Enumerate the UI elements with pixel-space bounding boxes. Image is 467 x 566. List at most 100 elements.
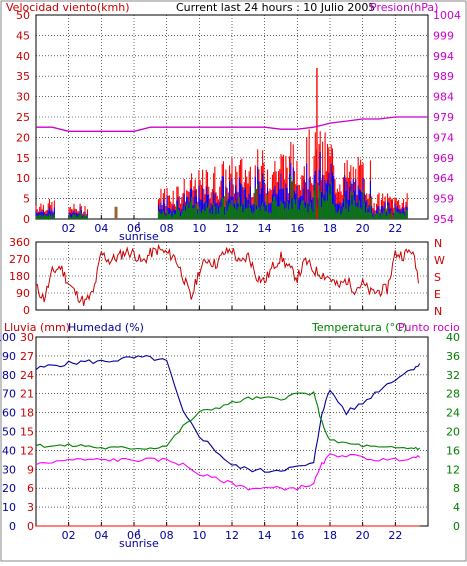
rain-tick-label: 18 — [20, 407, 34, 420]
temperature-tick-label: 40 — [446, 331, 460, 344]
temperature-tick-label: 0 — [453, 520, 460, 533]
wind-speed-tick-label: 40 — [16, 50, 30, 63]
x-tick-label: 18 — [323, 529, 337, 542]
x-tick-label: 12 — [225, 222, 239, 235]
humidity-tick-label: 10 — [2, 501, 16, 514]
wind-direction-tick-label: 180 — [9, 270, 30, 283]
pressure-tick-label: 974 — [433, 131, 454, 144]
temperature-axis-title: Temperatura (°C) — [311, 321, 407, 334]
rain-tick-label: 9 — [27, 463, 34, 476]
x-tick-label: 20 — [356, 529, 370, 542]
rain-tick-label: 15 — [20, 426, 34, 439]
compass-letter: W — [434, 254, 445, 267]
rain-tick-label: 27 — [20, 350, 34, 363]
x-tick-label: 14 — [258, 529, 272, 542]
rain-tick-label: 12 — [20, 444, 34, 457]
x-tick-label: 10 — [192, 222, 206, 235]
pressure-tick-label: 994 — [433, 50, 454, 63]
x-tick-label: 06 — [127, 529, 141, 542]
wind-direction-tick-label: 270 — [9, 253, 30, 266]
humidity-tick-label: 70 — [2, 388, 16, 401]
humidity-tick-label: 30 — [2, 463, 16, 476]
sunrise-label: sunrise — [119, 230, 159, 243]
pressure-tick-label: 984 — [433, 91, 454, 104]
temperature-tick-label: 4 — [453, 501, 460, 514]
temperature-line — [35, 390, 421, 451]
humidity-tick-label: 90 — [2, 350, 16, 363]
pressure-tick-label: 964 — [433, 172, 454, 185]
x-tick-label: 02 — [62, 529, 76, 542]
rain-tick-label: 30 — [20, 331, 34, 344]
wind-speed-tick-label: 50 — [16, 9, 30, 22]
x-tick-label: 16 — [290, 222, 304, 235]
wind-direction-line — [35, 243, 419, 307]
wind-speed-tick-label: 0 — [23, 213, 30, 226]
wind-direction-tick-label: 360 — [9, 236, 30, 249]
rain-axis-title: Lluvia (mm) — [4, 321, 70, 334]
wind-direction-tick-label: 90 — [16, 287, 30, 300]
wind-speed-axis-title: Velocidad viento(kmh) — [6, 1, 130, 14]
wind-direction-tick-label: 0 — [23, 304, 30, 317]
pressure-tick-label: 959 — [433, 193, 454, 206]
pressure-tick-label: 969 — [433, 152, 454, 165]
x-tick-label: 22 — [388, 222, 402, 235]
pressure-tick-label: 1004 — [433, 9, 461, 22]
wind-speed-tick-label: 5 — [23, 193, 30, 206]
wind-speed-tick-label: 30 — [16, 91, 30, 104]
humidity-tick-label: 0 — [9, 520, 16, 533]
x-tick-label: 12 — [225, 529, 239, 542]
rain-tick-label: 0 — [27, 520, 34, 533]
x-tick-label: 04 — [94, 529, 108, 542]
humidity-tick-label: 40 — [2, 444, 16, 457]
compass-letter: E — [434, 288, 441, 301]
compass-letter: N — [434, 237, 442, 250]
humidity-tick-label: 80 — [2, 369, 16, 382]
humidity-tick-label: 50 — [2, 426, 16, 439]
x-tick-label: 22 — [388, 529, 402, 542]
rain-tick-label: 3 — [27, 501, 34, 514]
pressure-axis-title: Presion(hPa) — [370, 1, 438, 14]
chart-marks-layer: 0510152025303540455095495996496997497998… — [0, 9, 461, 550]
wind-speed-tick-label: 10 — [16, 172, 30, 185]
temperature-tick-label: 8 — [453, 482, 460, 495]
compass-letter: N — [434, 305, 442, 318]
rain-tick-label: 24 — [20, 369, 34, 382]
wind-speed-tick-label: 45 — [16, 29, 30, 42]
temperature-tick-label: 36 — [446, 350, 460, 363]
compass-letter: S — [434, 271, 441, 284]
x-tick-label: 02 — [62, 222, 76, 235]
humidity-tick-label: 20 — [2, 482, 16, 495]
x-tick-label: 14 — [258, 222, 272, 235]
wind-speed-tick-label: 20 — [16, 131, 30, 144]
temperature-tick-label: 32 — [446, 369, 460, 382]
humidity-line — [35, 355, 421, 473]
dewpoint-line — [35, 453, 421, 491]
pressure-tick-label: 999 — [433, 29, 454, 42]
wind-speed-tick-label: 25 — [16, 111, 30, 124]
temperature-tick-label: 24 — [446, 407, 460, 420]
x-tick-label: 18 — [323, 222, 337, 235]
humidity-tick-label: 100 — [0, 331, 16, 344]
x-tick-label: 10 — [192, 529, 206, 542]
humidity-axis-title: Humedad (%) — [68, 321, 144, 334]
humidity-tick-label: 60 — [2, 407, 16, 420]
temperature-tick-label: 12 — [446, 463, 460, 476]
temperature-tick-label: 16 — [446, 444, 460, 457]
x-tick-label: 16 — [290, 529, 304, 542]
rain-tick-label: 6 — [27, 482, 34, 495]
wind-speed-tick-label: 15 — [16, 152, 30, 165]
dewpoint-axis-title: Punto rocio — [398, 321, 460, 334]
x-tick-label: 08 — [160, 222, 174, 235]
sunrise-label: sunrise — [119, 537, 159, 550]
x-tick-label: 08 — [160, 529, 174, 542]
temperature-tick-label: 28 — [446, 388, 460, 401]
pressure-tick-label: 979 — [433, 111, 454, 124]
pressure-line — [36, 116, 428, 132]
chart-title: Current last 24 hours : 10 Julio 2005 — [176, 1, 375, 14]
wind-speed-tick-label: 35 — [16, 70, 30, 83]
pressure-tick-label: 989 — [433, 70, 454, 83]
pressure-tick-label: 954 — [433, 213, 454, 226]
